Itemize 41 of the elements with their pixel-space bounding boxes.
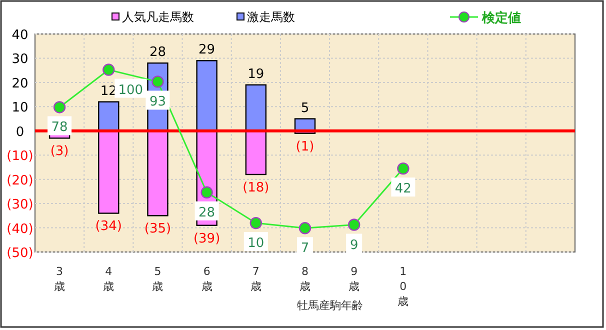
y-tick-label: (50): [6, 246, 34, 261]
y-tick-label: 0: [16, 124, 24, 140]
y-tick-label: (20): [6, 173, 34, 188]
data-label: (18): [242, 180, 270, 196]
y-tick-label: 30: [12, 52, 28, 68]
legend-label: 激走馬数: [247, 10, 295, 24]
x-tick-label: 7歳: [250, 265, 262, 293]
x-axis-title: 牡馬産駒年齢: [297, 299, 363, 312]
x-tick-label: 8歳: [300, 265, 310, 293]
data-label: 9: [350, 238, 358, 253]
y-tick-label: (30): [6, 198, 34, 213]
x-tick-label: 4歳: [103, 265, 114, 293]
data-label: 19: [248, 66, 264, 82]
data-label: (34): [95, 219, 122, 234]
data-label: 29: [198, 42, 216, 58]
data-label: (1): [296, 139, 314, 154]
data-label: 100: [118, 82, 144, 98]
data-label: 12: [100, 84, 117, 99]
x-tick-label: 10歳: [398, 265, 409, 308]
x-tick-label: 3歳: [54, 265, 66, 293]
legend-label: 人気凡走馬数: [122, 10, 194, 24]
data-label: 5: [300, 100, 310, 116]
data-label: 93: [149, 94, 166, 110]
y-tick-label: 20: [12, 76, 28, 92]
y-tick-label: (40): [6, 222, 34, 237]
y-tick-label: 40: [12, 28, 28, 43]
data-label: (3): [50, 144, 69, 160]
y-tick-label: (10): [6, 149, 34, 164]
data-label: 78: [51, 120, 68, 136]
data-label: (35): [144, 222, 172, 237]
x-tick-label: 5歳: [152, 265, 164, 293]
data-label: 28: [198, 205, 216, 220]
data-label: 42: [394, 182, 412, 197]
x-tick-label: 9歳: [348, 265, 360, 293]
x-tick-label: 6歳: [201, 265, 212, 293]
legend-label: 検定値: [481, 10, 521, 26]
y-tick-label: 10: [12, 100, 28, 116]
data-label: 28: [149, 45, 166, 60]
data-label: 7: [300, 241, 310, 256]
data-label: 10: [248, 236, 264, 252]
data-label: (39): [193, 231, 220, 246]
